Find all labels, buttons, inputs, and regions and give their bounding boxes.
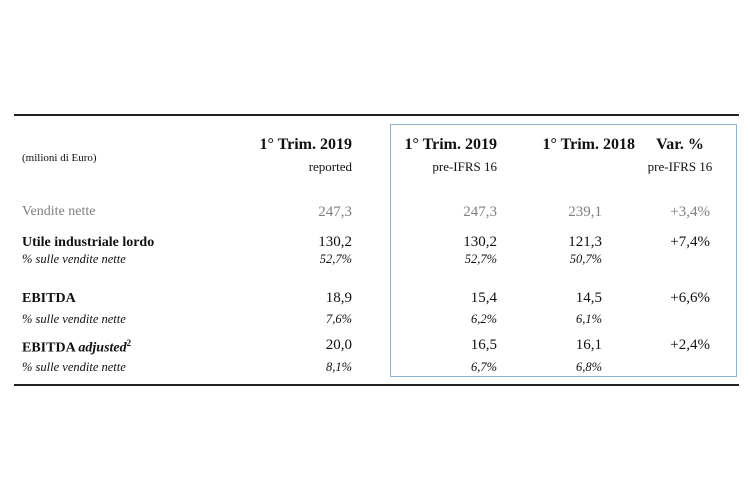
col-subheader-var: pre-IFRS 16: [647, 159, 713, 174]
cell-utile-reported: 130,2: [318, 234, 352, 250]
table-top-rule: [14, 114, 739, 116]
cell-utile-2018: 121,3: [568, 234, 602, 250]
cell-vendite-pre-ifrs16: 247,3: [463, 204, 497, 220]
row-label-pct-ebitda: % sulle vendite nette: [22, 312, 126, 326]
row-label-ebitda-adjusted: EBITDA adjusted2: [22, 339, 131, 356]
cell-vendite-2018: 239,1: [568, 204, 602, 220]
unit-label: (milioni di Euro): [22, 152, 97, 164]
cell-utile-var: +7,4%: [670, 234, 710, 250]
row-label-ebitda-adjusted-main: EBITDA: [22, 340, 75, 356]
footnote-marker: 2: [126, 338, 132, 348]
col-header-pre-ifrs16: 1° Trim. 2019: [404, 136, 497, 153]
cell-pct-ebitda-adj-reported: 8,1%: [325, 360, 352, 374]
row-label-ebitda-adjusted-italic: adjusted: [78, 340, 127, 356]
col-header-2018: 1° Trim. 2018: [542, 136, 635, 153]
cell-ebitda-reported: 18,9: [325, 290, 352, 306]
cell-ebitda-pre-ifrs16: 15,4: [470, 290, 497, 306]
row-label-pct-ebitda-adj: % sulle vendite nette: [22, 360, 126, 374]
cell-ebitda-2018: 14,5: [575, 290, 602, 306]
cell-ebitda-adj-pre-ifrs16: 16,5: [470, 337, 497, 353]
cell-pct-ebitda-2018: 6,1%: [575, 312, 602, 326]
col-subheader-reported: reported: [308, 159, 352, 174]
cell-ebitda-adj-reported: 20,0: [325, 337, 352, 353]
table-bottom-rule: [14, 384, 739, 386]
col-header-var: Var. %: [656, 136, 704, 153]
cell-vendite-var: +3,4%: [670, 204, 710, 220]
pre-ifrs16-highlight-box: [390, 124, 737, 377]
cell-pct-utile-reported: 52,7%: [319, 252, 352, 266]
cell-utile-pre-ifrs16: 130,2: [463, 234, 497, 250]
cell-pct-ebitda-adj-2018: 6,8%: [575, 360, 602, 374]
cell-vendite-reported: 247,3: [318, 204, 352, 220]
cell-pct-ebitda-reported: 7,6%: [325, 312, 352, 326]
cell-pct-utile-2018: 50,7%: [569, 252, 602, 266]
col-header-reported: 1° Trim. 2019: [259, 136, 352, 153]
cell-pct-ebitda-adj-pre-ifrs16: 6,7%: [470, 360, 497, 374]
col-subheader-pre-ifrs16: pre-IFRS 16: [432, 159, 497, 174]
cell-pct-utile-pre-ifrs16: 52,7%: [464, 252, 497, 266]
cell-ebitda-var: +6,6%: [670, 290, 710, 306]
cell-ebitda-adj-2018: 16,1: [575, 337, 602, 353]
row-label-utile-industriale: Utile industriale lordo: [22, 235, 155, 250]
row-label-vendite-nette: Vendite nette: [22, 204, 96, 219]
cell-ebitda-adj-var: +2,4%: [670, 337, 710, 353]
cell-pct-ebitda-pre-ifrs16: 6,2%: [470, 312, 497, 326]
row-label-pct-utile: % sulle vendite nette: [22, 252, 126, 266]
row-label-ebitda: EBITDA: [22, 291, 76, 306]
